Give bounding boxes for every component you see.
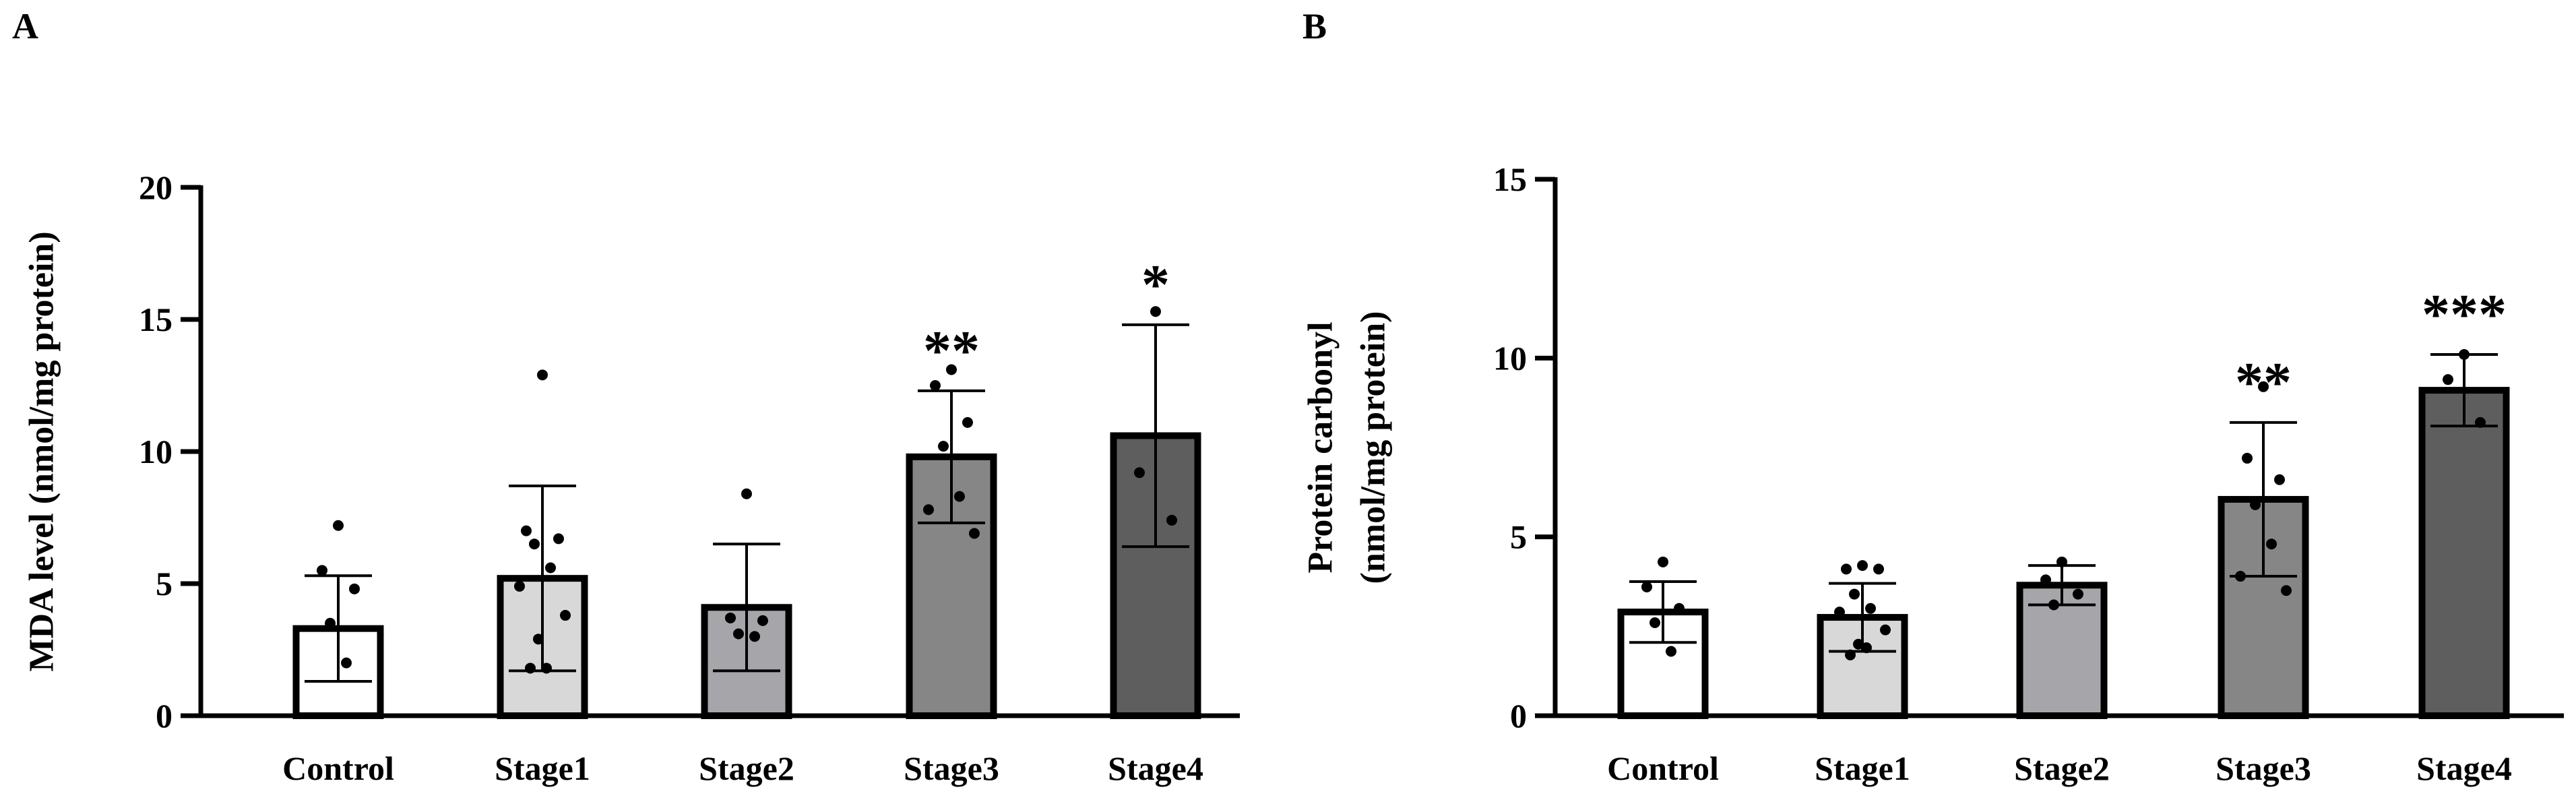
data-point xyxy=(2475,416,2486,428)
significance-marker: *** xyxy=(2422,283,2507,346)
x-tick-label: Stage3 xyxy=(904,749,999,787)
x-tick-label: Stage1 xyxy=(495,749,590,787)
data-point xyxy=(923,504,934,516)
y-tick-label: 10 xyxy=(1493,339,1527,377)
data-point xyxy=(962,416,973,428)
significance-marker: * xyxy=(1141,253,1170,316)
y-axis-title: MDA level (nmol/mg protein) xyxy=(23,231,61,671)
y-tick-label: 0 xyxy=(1510,697,1527,735)
data-point xyxy=(1150,306,1161,317)
x-tick-label: Stage4 xyxy=(2416,749,2512,787)
y-tick-label: 5 xyxy=(156,565,172,602)
data-point xyxy=(2281,585,2292,596)
panel-b-label: B xyxy=(1302,6,1327,47)
data-point xyxy=(533,633,544,645)
bar-stage2 xyxy=(2016,582,2108,719)
data-point xyxy=(2459,349,2470,361)
data-point xyxy=(930,380,941,391)
data-point xyxy=(529,538,540,550)
data-point xyxy=(1880,624,1891,636)
y-axis-title: (nmol/mg protein) xyxy=(1354,311,1393,584)
data-point xyxy=(1853,638,1864,650)
data-point xyxy=(1134,467,1145,478)
data-point xyxy=(938,441,949,452)
data-point xyxy=(514,580,525,592)
data-point xyxy=(2040,574,2051,586)
y-axis-title: Protein carbonyl xyxy=(1302,321,1340,573)
data-point xyxy=(333,520,344,531)
data-point xyxy=(317,565,327,576)
data-point xyxy=(341,657,352,669)
y-tick-label: 0 xyxy=(156,697,172,735)
data-point xyxy=(2250,499,2261,510)
x-tick-label: Stage1 xyxy=(1815,749,1910,787)
data-point xyxy=(954,491,965,502)
data-point xyxy=(2266,538,2277,550)
data-point xyxy=(1873,563,1884,575)
data-point xyxy=(1650,617,1660,629)
data-point xyxy=(545,562,556,574)
data-point xyxy=(525,662,536,674)
x-tick-label: Stage3 xyxy=(2216,749,2311,787)
data-point xyxy=(2048,599,2059,611)
data-point xyxy=(725,612,736,623)
bar-stage4 xyxy=(2418,387,2510,719)
data-point xyxy=(1857,560,1868,571)
data-point xyxy=(1658,556,1668,567)
data-point xyxy=(946,364,957,375)
y-tick-label: 10 xyxy=(139,433,172,470)
data-point xyxy=(325,617,336,629)
y-tick-label: 15 xyxy=(139,301,172,338)
data-point xyxy=(349,583,360,594)
data-point xyxy=(1841,563,1852,575)
x-tick-label: Control xyxy=(282,749,394,787)
data-point xyxy=(537,369,548,381)
data-point xyxy=(2258,381,2269,392)
data-point xyxy=(2443,374,2453,385)
data-point xyxy=(1166,514,1177,526)
data-point xyxy=(1849,588,1860,600)
significance-marker: ** xyxy=(2235,351,2292,414)
data-point xyxy=(757,615,768,626)
data-point xyxy=(1666,646,1676,657)
data-point xyxy=(541,662,552,674)
data-point xyxy=(749,631,760,642)
data-point xyxy=(1861,642,1872,654)
y-tick-label: 15 xyxy=(1493,160,1527,198)
data-point xyxy=(2056,556,2067,567)
data-point xyxy=(2274,474,2285,485)
data-point xyxy=(1865,602,1876,614)
data-point xyxy=(1674,602,1685,614)
data-point xyxy=(2235,571,2246,582)
y-tick-label: 5 xyxy=(1510,518,1527,556)
data-point xyxy=(560,610,571,621)
data-point xyxy=(1834,607,1845,618)
data-point xyxy=(733,628,744,640)
data-point xyxy=(1845,649,1856,660)
data-point xyxy=(741,488,752,499)
data-point xyxy=(553,533,564,545)
data-point xyxy=(521,525,532,536)
x-tick-label: Stage4 xyxy=(1108,749,1203,787)
x-tick-label: Control xyxy=(1607,749,1719,787)
x-tick-label: Stage2 xyxy=(699,749,794,787)
significance-marker: ** xyxy=(923,319,980,382)
data-point xyxy=(1641,581,1652,592)
y-tick-label: 20 xyxy=(139,168,172,206)
panel-a-label: A xyxy=(12,6,38,47)
data-point xyxy=(969,528,980,539)
x-tick-label: Stage2 xyxy=(2014,749,2110,787)
data-point xyxy=(2073,588,2083,600)
data-point xyxy=(2242,452,2253,464)
